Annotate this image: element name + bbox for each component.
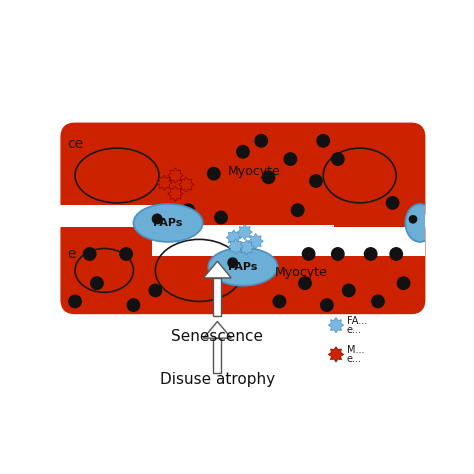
Polygon shape (239, 240, 254, 255)
Polygon shape (157, 175, 172, 191)
FancyBboxPatch shape (61, 123, 425, 227)
Circle shape (390, 248, 402, 260)
Circle shape (149, 284, 162, 297)
Circle shape (208, 167, 220, 180)
Circle shape (273, 295, 286, 308)
Text: M...: M... (347, 345, 365, 355)
Bar (327, 227, 425, 256)
Text: e...: e... (347, 354, 362, 364)
Circle shape (262, 171, 274, 183)
Circle shape (365, 248, 377, 260)
Ellipse shape (133, 204, 203, 242)
Circle shape (284, 153, 297, 165)
Circle shape (127, 299, 140, 311)
Polygon shape (203, 261, 231, 278)
Text: Myocyte: Myocyte (275, 266, 328, 279)
Circle shape (410, 216, 417, 223)
Circle shape (237, 146, 249, 158)
Circle shape (91, 277, 103, 289)
Text: FAPs: FAPs (154, 218, 183, 228)
Circle shape (332, 153, 344, 165)
Text: FA...: FA... (347, 316, 367, 326)
Circle shape (215, 211, 227, 224)
Circle shape (302, 248, 315, 260)
Circle shape (153, 214, 162, 224)
Polygon shape (228, 239, 243, 255)
Polygon shape (179, 177, 194, 192)
FancyBboxPatch shape (61, 216, 425, 314)
Circle shape (310, 175, 322, 187)
Circle shape (69, 295, 81, 308)
Text: Disuse atrophy: Disuse atrophy (160, 373, 275, 387)
Circle shape (397, 277, 410, 289)
Polygon shape (248, 234, 264, 249)
Circle shape (372, 295, 384, 308)
Polygon shape (237, 224, 253, 240)
Circle shape (386, 197, 399, 209)
Circle shape (83, 248, 96, 260)
Polygon shape (328, 346, 344, 362)
Polygon shape (226, 230, 241, 245)
Text: ce: ce (68, 137, 84, 152)
Bar (213, 338, 221, 373)
Ellipse shape (208, 248, 278, 286)
Circle shape (317, 135, 329, 147)
Text: Senescence: Senescence (172, 328, 264, 344)
Text: e...: e... (347, 325, 362, 335)
Text: Myocyte: Myocyte (228, 165, 280, 178)
Circle shape (321, 299, 333, 311)
Circle shape (343, 284, 355, 297)
Circle shape (332, 248, 344, 260)
Text: e: e (68, 247, 76, 261)
Circle shape (120, 248, 132, 260)
Polygon shape (168, 168, 183, 183)
Circle shape (299, 277, 311, 289)
Circle shape (182, 204, 194, 216)
Ellipse shape (405, 204, 435, 242)
Text: FAPs: FAPs (228, 262, 257, 272)
Bar (61, 205, 159, 227)
Polygon shape (328, 318, 344, 333)
Polygon shape (168, 186, 183, 201)
Bar (213, 278, 221, 316)
Circle shape (228, 258, 237, 267)
Polygon shape (203, 321, 231, 338)
Bar (152, 225, 334, 256)
Circle shape (292, 204, 304, 216)
Circle shape (255, 135, 267, 147)
